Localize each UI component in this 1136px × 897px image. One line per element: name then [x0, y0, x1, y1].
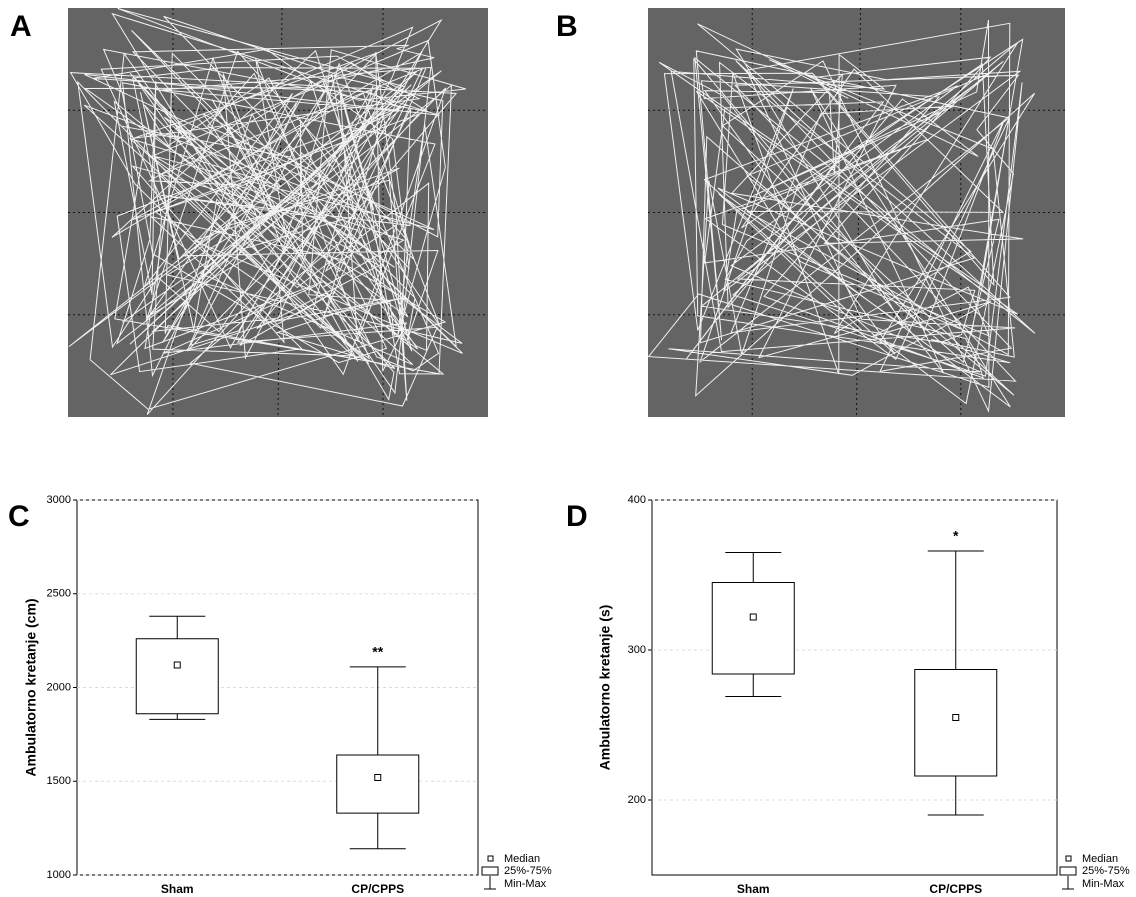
box: [136, 639, 218, 714]
legend-label: 25%-75%: [504, 865, 552, 877]
y-tick-label: 400: [628, 494, 646, 506]
box: [915, 670, 997, 777]
legend-label: 25%-75%: [1082, 865, 1130, 877]
significance: *: [953, 528, 959, 544]
x-tick-label: Sham: [161, 882, 194, 896]
significance: **: [372, 644, 383, 660]
track-image: [68, 8, 488, 417]
box: [337, 755, 419, 813]
legend-median-icon: [488, 856, 493, 861]
y-tick-label: 2500: [47, 588, 71, 600]
panel-label: C: [8, 500, 30, 533]
y-axis-label: Ambulatorno kretanje (s): [597, 605, 613, 771]
y-tick-label: 300: [628, 644, 646, 656]
figure: A B C 1000 1500 2000 2500 3000 Ambulatorno kre…: [0, 0, 1136, 897]
panel-label: B: [556, 10, 578, 43]
x-tick-label: Sham: [737, 882, 770, 896]
y-tick-label: 1500: [47, 775, 71, 787]
median-marker: [750, 614, 756, 620]
median-marker: [375, 775, 381, 781]
y-tick-label: 3000: [47, 494, 71, 506]
legend-label: Median: [1082, 853, 1118, 865]
panel-label: A: [10, 10, 32, 43]
box: [712, 583, 794, 675]
track-image: [648, 8, 1065, 417]
legend-median-icon: [1066, 856, 1071, 861]
y-tick-label: 1000: [47, 869, 71, 881]
x-tick-label: CP/CPPS: [929, 882, 982, 896]
legend-box-icon: [482, 867, 498, 875]
panel-label: D: [566, 500, 588, 533]
legend-label: Median: [504, 853, 540, 865]
x-tick-label: CP/CPPS: [351, 882, 404, 896]
legend-label: Min-Max: [1082, 878, 1125, 890]
legend-label: Min-Max: [504, 878, 547, 890]
y-tick-label: 200: [628, 794, 646, 806]
y-axis-label: Ambulatorno kretanje (cm): [23, 598, 39, 776]
median-marker: [953, 715, 959, 721]
legend-box-icon: [1060, 867, 1076, 875]
y-tick-label: 2000: [47, 681, 71, 693]
median-marker: [174, 662, 180, 668]
